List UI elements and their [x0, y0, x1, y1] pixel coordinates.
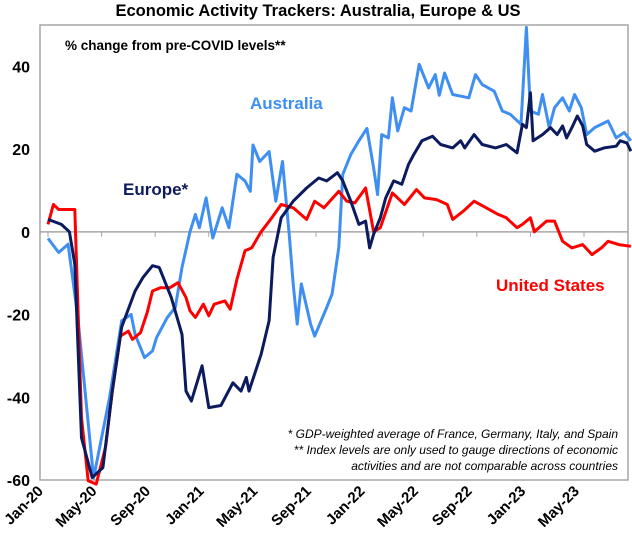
- y-tick-label: 20: [12, 142, 30, 159]
- x-tick-label: Jan-23: [484, 483, 530, 529]
- x-tick-label: Jan-22: [323, 483, 369, 529]
- series-line-europe: [47, 91, 632, 479]
- plot-area-border: [39, 24, 629, 481]
- y-axis-label: % change from pre-COVID levels**: [65, 38, 286, 53]
- y-tick-label: -60: [7, 473, 30, 490]
- series-line-australia: [46, 26, 632, 480]
- x-tick-label: Sep-22: [429, 483, 476, 530]
- y-tick-label: -20: [7, 308, 30, 325]
- x-tick-label: May-23: [535, 483, 583, 531]
- footnote-2: ** Index levels are only used to gauge d…: [294, 443, 618, 457]
- footnote-3: activities and are not comparable across…: [351, 459, 618, 473]
- y-tick-label: 0: [21, 225, 30, 242]
- x-tick-label: Sep-20: [107, 483, 154, 530]
- legend-label-united-states: United States: [496, 276, 605, 295]
- series-line-united-states: [46, 186, 632, 486]
- chart-title: Economic Activity Trackers: Australia, E…: [116, 2, 521, 20]
- y-tick-label: 40: [12, 59, 30, 76]
- legend-label-europe: Europe*: [123, 180, 189, 199]
- y-axis: -60 -40 -20 0 20 40: [7, 59, 628, 490]
- series-lines: [46, 26, 632, 486]
- x-tick-label: May-20: [52, 483, 100, 531]
- x-tick-label: Jan-21: [162, 483, 208, 529]
- footnote-1: * GDP-weighted average of France, German…: [288, 427, 619, 441]
- legend-label-australia: Australia: [250, 94, 323, 113]
- x-tick-label: May-22: [374, 483, 422, 531]
- x-tick-label: May-21: [213, 483, 261, 531]
- x-tick-label: Sep-21: [268, 483, 315, 530]
- y-tick-label: -40: [7, 390, 30, 407]
